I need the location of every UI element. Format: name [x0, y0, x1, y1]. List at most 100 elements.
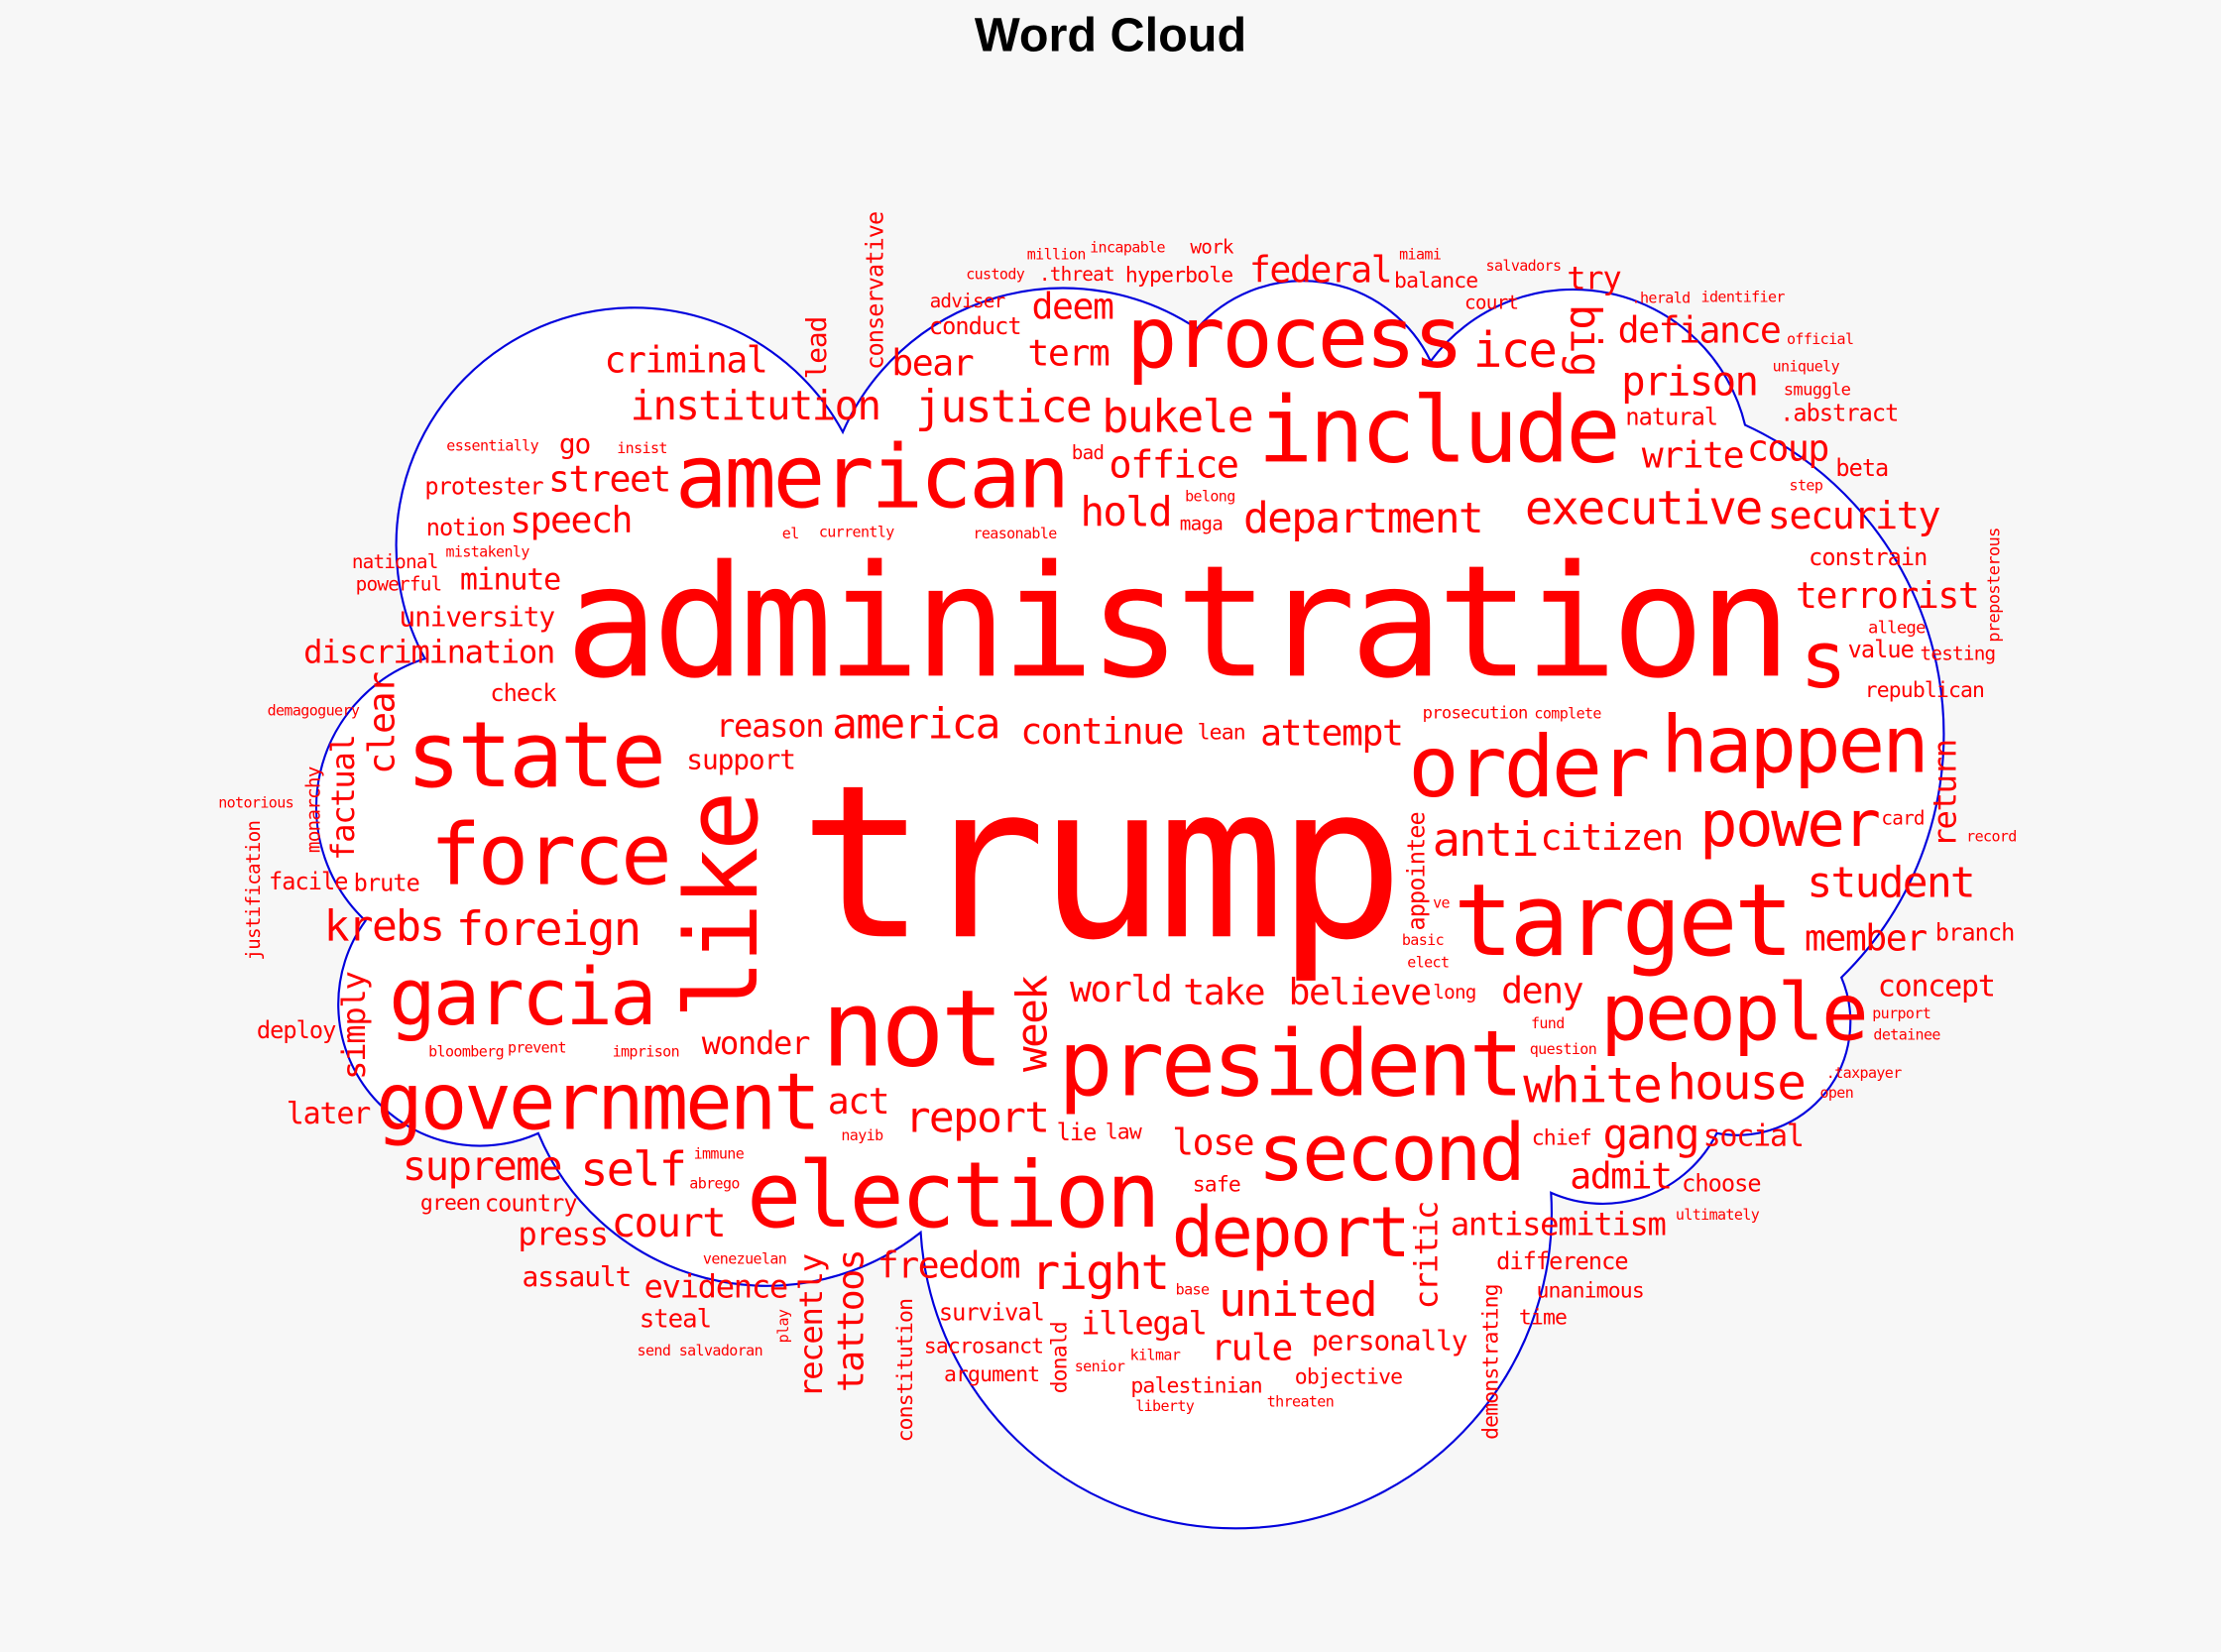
word-venezuelan: venezuelan — [702, 1250, 787, 1269]
word-notion: notion — [425, 514, 506, 541]
word-official: official — [1786, 331, 1854, 349]
word-government: government — [376, 1057, 821, 1149]
word-elect: elect — [1407, 954, 1450, 972]
word-notorious: notorious — [218, 795, 294, 813]
word-prosecution: prosecution — [1422, 703, 1529, 724]
word-try: try — [1567, 260, 1622, 297]
word-street: street — [548, 458, 671, 502]
word-preposterous: preposterous — [1983, 528, 2004, 643]
word-federal: federal — [1248, 249, 1393, 292]
word-value: value — [1847, 636, 1915, 663]
word-later: later — [286, 1096, 372, 1130]
word-brute: brute — [353, 870, 420, 897]
word-happen: happen — [1661, 699, 1929, 792]
word-open: open — [1819, 1085, 1854, 1103]
word-act: act — [827, 1081, 890, 1124]
word-justice: justice — [914, 382, 1093, 433]
word-palestinian: palestinian — [1130, 1372, 1262, 1399]
word-lie: lie — [1056, 1120, 1098, 1147]
word-support: support — [686, 743, 796, 776]
word-hold: hold — [1080, 488, 1172, 535]
word-uniquely: uniquely — [1772, 358, 1840, 377]
word-american: american — [674, 425, 1071, 529]
word-term: term — [1027, 332, 1110, 376]
word-purport: purport — [1872, 1005, 1931, 1023]
word-report: report — [904, 1094, 1050, 1144]
word-krebs: krebs — [323, 902, 445, 953]
word-assault: assault — [522, 1260, 633, 1294]
word-lead: lead — [800, 316, 834, 380]
word-discrimination: discrimination — [303, 635, 555, 672]
word-bad: bad — [1071, 441, 1105, 464]
word-antisemitism: antisemitism — [1450, 1206, 1667, 1243]
word-executive: executive — [1524, 479, 1763, 535]
word-essentially: essentially — [446, 437, 539, 455]
word-united: united — [1218, 1271, 1378, 1328]
word-taxpayer: .taxpayer — [1825, 1064, 1902, 1083]
word-facile: facile — [269, 868, 348, 895]
word-speech: speech — [510, 499, 633, 542]
word-social: social — [1702, 1118, 1805, 1153]
word-lean: lean — [1197, 719, 1246, 746]
word-million: million — [1026, 246, 1087, 264]
word-security: security — [1767, 494, 1941, 538]
word-lose: lose — [1172, 1121, 1254, 1165]
word-objective: objective — [1294, 1363, 1403, 1389]
word-process: process — [1125, 289, 1464, 389]
word-green: green — [419, 1190, 481, 1216]
word-miami: miami — [1399, 245, 1442, 264]
word-card: card — [1881, 807, 1925, 830]
word-critic: critic — [1409, 1202, 1447, 1310]
word-el: el — [781, 525, 799, 542]
word-state: state — [406, 703, 666, 810]
word-rule: rule — [1211, 1327, 1293, 1370]
word-complete: complete — [1534, 704, 1601, 722]
word-attempt: attempt — [1260, 712, 1404, 756]
word-recently: recently — [792, 1254, 831, 1398]
word-justification: justification — [243, 820, 267, 961]
word-unanimous: unanimous — [1536, 1277, 1644, 1304]
word-send-salvadoran: send salvadoran — [637, 1343, 763, 1360]
word-student: student — [1807, 859, 1975, 909]
word-national: national — [351, 550, 438, 574]
word-branch: branch — [1934, 919, 2015, 947]
word-force: force — [429, 806, 671, 906]
word-country: country — [484, 1189, 578, 1217]
word-fund: fund — [1530, 1014, 1565, 1033]
word-salvadors: salvadors — [1485, 257, 1562, 275]
word-court: court — [1464, 292, 1519, 315]
word-demonstrating: demonstrating — [1477, 1284, 1504, 1441]
word-law: law — [1105, 1119, 1142, 1145]
word-maga: maga — [1179, 512, 1224, 535]
word-clear: clear — [361, 672, 405, 775]
word-hyperbole: hyperbole — [1124, 261, 1233, 288]
word-people: people — [1600, 968, 1869, 1061]
word-time: time — [1518, 1304, 1568, 1331]
word-concept: concept — [1877, 968, 1996, 1003]
word-reason: reason — [715, 707, 825, 746]
word-second: second — [1257, 1108, 1526, 1201]
word-choose: choose — [1682, 1170, 1761, 1198]
word-difference: difference — [1496, 1247, 1628, 1275]
word-criminal: criminal — [604, 340, 768, 384]
word-insist: insist — [617, 439, 667, 458]
word-incapable: incapable — [1090, 239, 1165, 257]
word-anti: anti — [1432, 811, 1540, 868]
word-return: return — [1927, 739, 1964, 848]
word-step: step — [1789, 477, 1823, 495]
word-adviser: adviser — [929, 291, 1006, 314]
chart-title: Word Cloud — [974, 8, 1247, 62]
word-simply: simply — [336, 972, 374, 1081]
word-conduct: conduct — [928, 313, 1022, 341]
word-include: include — [1257, 377, 1621, 484]
word-allege: allege — [1867, 617, 1927, 638]
word-work: work — [1190, 237, 1233, 261]
word-election: election — [746, 1142, 1161, 1249]
word-ice: ice — [1472, 323, 1558, 381]
word-deploy: deploy — [256, 1016, 336, 1044]
word-deport: deport — [1171, 1192, 1411, 1274]
word-bukele: bukele — [1102, 392, 1254, 443]
word-week: week — [1007, 976, 1058, 1072]
